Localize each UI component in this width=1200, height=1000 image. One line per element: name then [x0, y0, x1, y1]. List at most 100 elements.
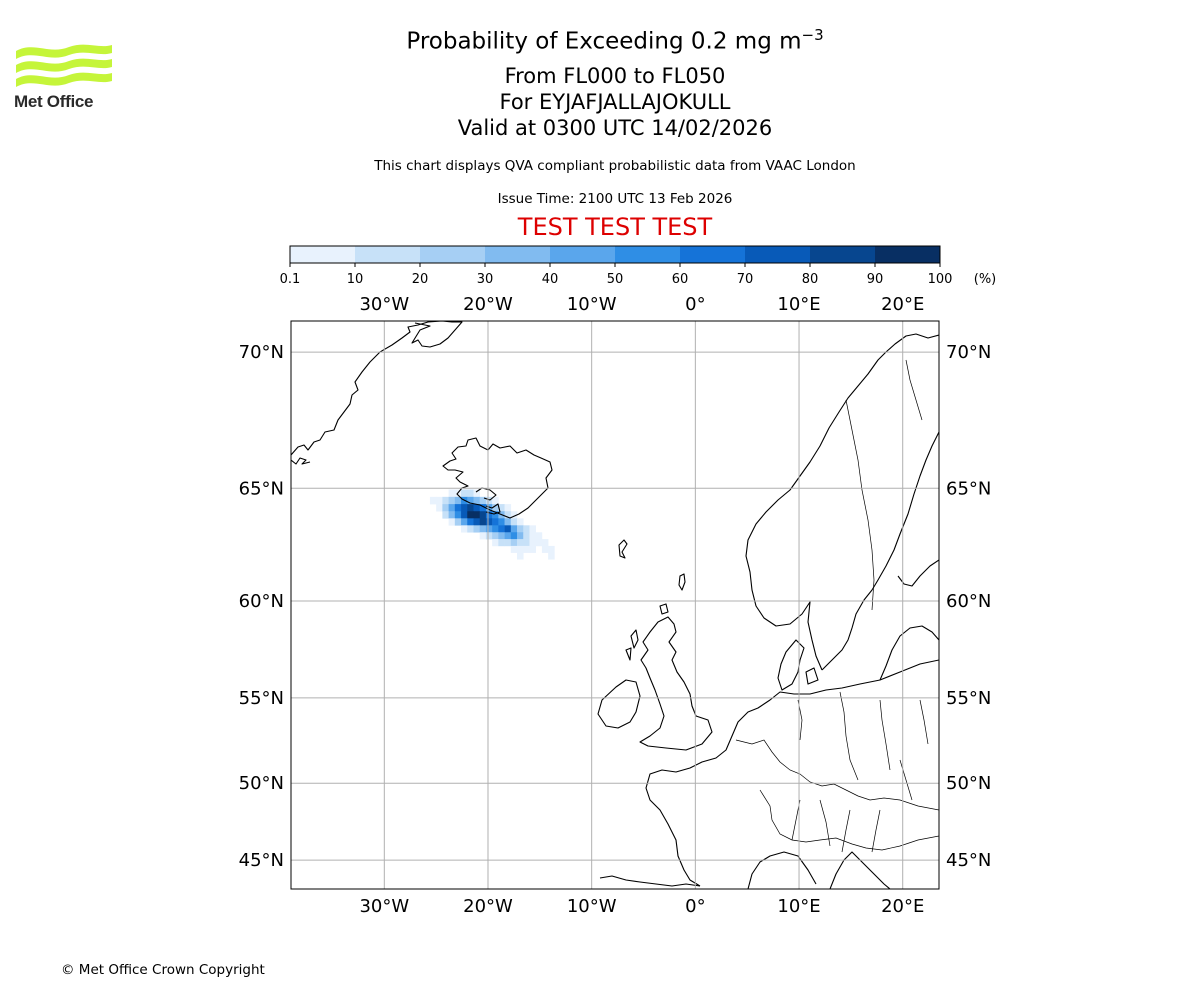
ash-cell	[504, 511, 512, 519]
lon-label-top: 10°W	[567, 294, 617, 315]
lat-label-left: 50°N	[239, 773, 284, 794]
lat-label-left: 55°N	[239, 688, 284, 709]
ash-cell	[492, 525, 499, 533]
ash-cell	[461, 504, 468, 512]
ash-cell	[517, 552, 524, 560]
ash-cell	[442, 504, 449, 512]
colorbar-segment	[875, 246, 941, 263]
ash-cell	[504, 504, 512, 512]
colorbar: 0.1 10 20 30 40 50 60 70 80 90 100	[280, 245, 952, 287]
chart-title: Probability of Exceeding 0.2 mg m−3	[315, 26, 915, 55]
map-area	[291, 321, 939, 889]
ash-cell	[448, 518, 456, 526]
ash-cell	[492, 539, 499, 547]
ash-cell	[535, 539, 543, 547]
ash-cell	[485, 504, 493, 512]
ash-cell	[504, 525, 512, 533]
coastline-shetland	[678, 573, 686, 591]
coastline-mediterranean	[747, 851, 891, 889]
lon-label-bottom: 10°E	[777, 896, 820, 917]
lon-label-top: 20°E	[881, 294, 924, 315]
coastline-ireland	[597, 679, 641, 729]
ash-cell	[467, 496, 474, 505]
graticule	[291, 321, 939, 889]
ash-cell	[523, 539, 530, 547]
ash-cell	[448, 511, 456, 519]
ash-cell	[517, 545, 524, 553]
ash-cell	[442, 496, 449, 505]
colorbar-tick-label: 40	[542, 272, 559, 287]
met-office-logo-waves	[16, 44, 112, 87]
colorbar-segment	[550, 246, 616, 263]
ash-cell	[467, 525, 474, 533]
lon-label-bottom: 30°W	[359, 896, 409, 917]
ash-cell	[467, 489, 474, 498]
ash-cell	[485, 511, 493, 519]
ash-cell	[510, 532, 518, 540]
ash-cell	[473, 496, 480, 505]
coastline-sweden	[821, 431, 939, 671]
ash-cell	[498, 525, 505, 533]
coastline-great-britain	[639, 616, 713, 751]
coastline-faroe-islands	[618, 539, 628, 559]
ash-cell	[479, 496, 487, 505]
logo-text: Met Office	[14, 92, 94, 111]
coastline-continent-north	[645, 659, 939, 887]
ash-cell	[454, 511, 462, 519]
colorbar-segment	[290, 246, 356, 263]
coastline-hebrides	[625, 629, 639, 661]
ash-cell	[492, 496, 499, 505]
volcano-name: For EYJAFJALLAJOKULL	[499, 90, 731, 114]
chart-title-text: Probability of Exceeding 0.2 mg m	[406, 28, 802, 55]
coastline-orkney	[659, 603, 669, 615]
ash-cell	[541, 545, 549, 553]
ash-cell	[461, 489, 468, 498]
ash-cell	[492, 518, 499, 526]
coastline-iberia	[599, 875, 701, 887]
lon-label-top: 20°W	[463, 294, 513, 315]
lat-label-right: 65°N	[946, 478, 991, 499]
ash-cell	[529, 545, 536, 553]
coastline-iceland	[442, 437, 553, 519]
colorbar-tick-label: 50	[607, 272, 624, 287]
axis-tick-labels: 30°W 30°W 20°W 20°W 10°W 10°W 0° 0° 10°E 10°E 20°E…	[239, 294, 992, 917]
ash-cell	[473, 504, 480, 512]
colorbar-tick-label: 70	[737, 272, 754, 287]
ash-cell	[436, 496, 443, 505]
ash-cell	[454, 504, 462, 512]
ash-cell	[448, 489, 456, 498]
ash-cell	[479, 525, 487, 533]
lat-label-left: 65°N	[239, 478, 284, 499]
ash-cell	[517, 539, 524, 547]
coastline-greenland-south	[291, 457, 311, 465]
ash-cell	[510, 545, 518, 553]
ash-cell	[548, 552, 555, 560]
colorbar-segment	[420, 246, 486, 263]
ash-cell	[523, 525, 530, 533]
ash-cell	[510, 518, 518, 526]
colorbar-tick-label: 90	[867, 272, 884, 287]
ash-cell	[504, 532, 512, 540]
ash-cell	[485, 532, 493, 540]
colorbar-tick-label: 10	[347, 272, 364, 287]
issue-time: Issue Time: 2100 UTC 13 Feb 2026	[497, 191, 733, 207]
colorbar-segment	[745, 246, 811, 263]
colorbar-segment	[615, 246, 681, 263]
lon-label-bottom: 0°	[685, 896, 705, 917]
ash-cell	[523, 545, 530, 553]
borders-central-europe	[735, 739, 939, 811]
ash-cell	[461, 518, 468, 526]
ash-cell	[442, 511, 449, 519]
lon-label-bottom: 10°W	[567, 896, 617, 917]
lon-label-top: 10°E	[777, 294, 820, 315]
ash-cell	[448, 504, 456, 512]
ash-cell	[492, 511, 499, 519]
colorbar-segment	[810, 246, 876, 263]
ash-cell	[529, 539, 536, 547]
ash-cell	[479, 532, 487, 540]
ash-cell	[485, 525, 493, 533]
lat-label-left: 70°N	[239, 342, 284, 363]
ash-cell	[448, 496, 456, 505]
ash-cell	[492, 532, 499, 540]
